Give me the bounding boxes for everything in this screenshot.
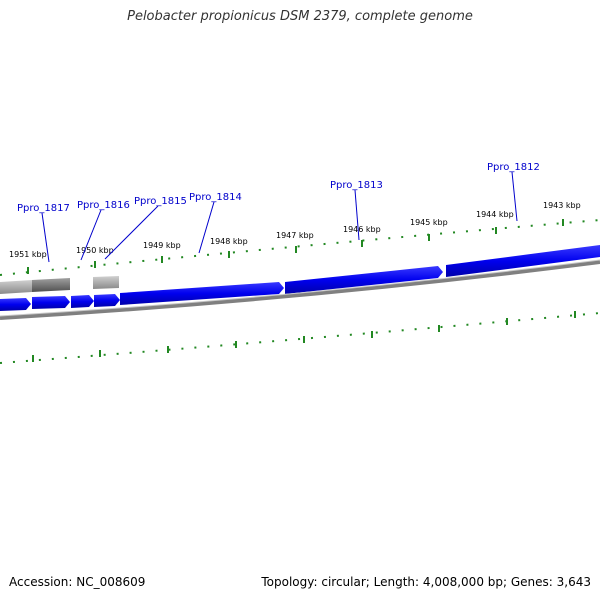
genome-backbone (0, 260, 600, 320)
scale-label-1947: 1947 kbp (276, 231, 314, 240)
gene-label-ppro-1812[interactable]: Ppro_1812 (487, 162, 540, 173)
rna-feature-dark (32, 278, 70, 292)
genome-backbone-highlight (0, 259, 600, 317)
gene-arrow (120, 282, 284, 305)
gene-arrow (446, 245, 600, 277)
scale-label-1946: 1946 kbp (343, 225, 381, 234)
gene-arrow (0, 298, 31, 311)
map-title: Pelobacter propionicus DSM 2379, complet… (127, 9, 473, 24)
gene-arrow (32, 296, 70, 309)
scale-label-1949: 1949 kbp (143, 241, 181, 250)
genome-summary-text: Topology: circular; Length: 4,008,000 bp… (261, 575, 591, 589)
accession-text: Accession: NC_008609 (9, 575, 146, 589)
gene-arrow (285, 266, 443, 294)
gene-label-ppro-1816[interactable]: Ppro_1816 (77, 200, 130, 211)
rna-feature-right (93, 276, 119, 289)
rna-feature-left (0, 280, 32, 294)
gene-label-ppro-1815[interactable]: Ppro_1815 (134, 196, 187, 207)
gene-arrow (71, 295, 94, 308)
gene-label-ppro-1817[interactable]: Ppro_1817 (17, 203, 70, 214)
scale-label-1945: 1945 kbp (410, 218, 448, 227)
gene-label-leaders (41, 171, 518, 263)
scale-label-1950: 1950 kbp (76, 246, 114, 255)
gene-label-ppro-1814[interactable]: Ppro_1814 (189, 192, 242, 203)
inner-major-ticks (32, 311, 576, 362)
outer-major-ticks (27, 219, 564, 274)
gene-track (0, 245, 600, 311)
inner-scale-track (0, 312, 600, 364)
scale-label-1951: 1951 kbp (9, 250, 47, 259)
gene-label-ppro-1813[interactable]: Ppro_1813 (330, 180, 383, 191)
gene-arrow (94, 294, 120, 307)
scale-label-1943: 1943 kbp (543, 201, 581, 210)
scale-label-1948: 1948 kbp (210, 237, 248, 246)
scale-label-1944: 1944 kbp (476, 210, 514, 219)
